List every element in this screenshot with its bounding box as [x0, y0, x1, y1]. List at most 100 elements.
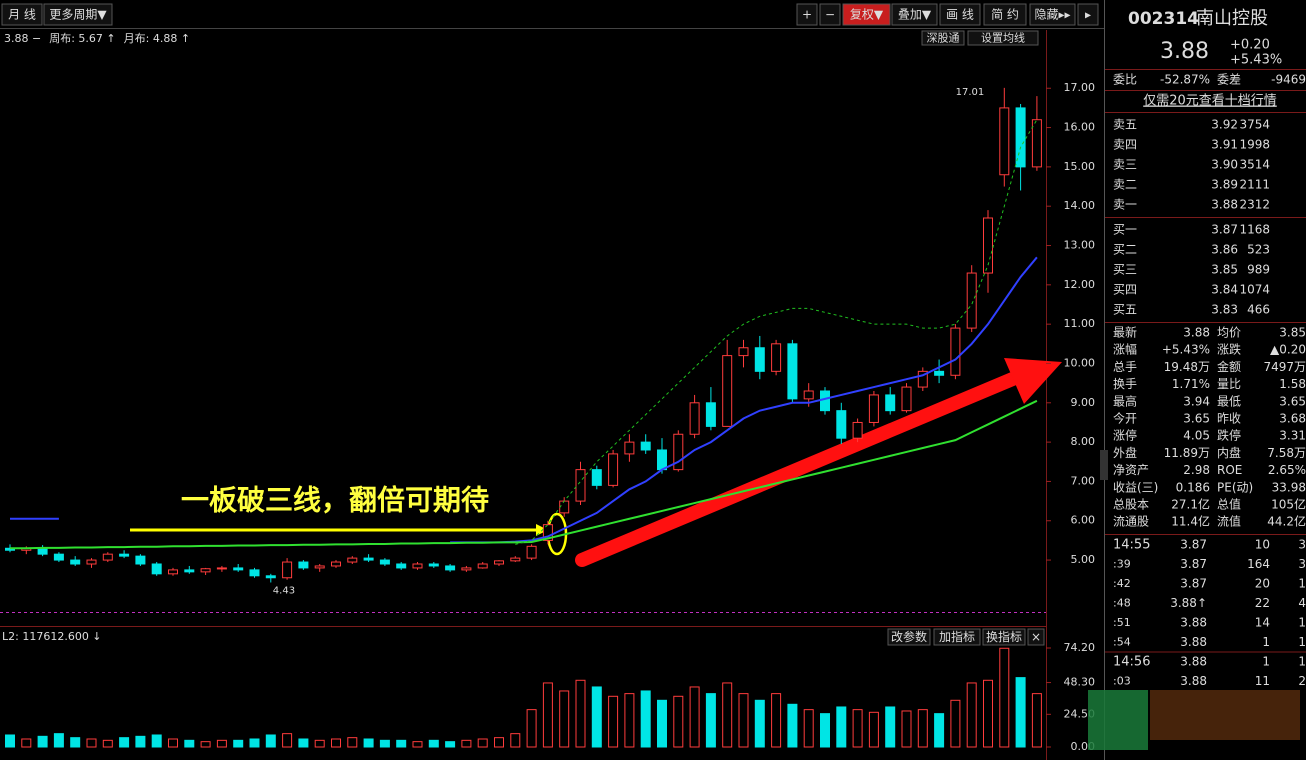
candle-body	[249, 569, 260, 577]
volume-bar	[1015, 677, 1026, 748]
stat-label: 总股本	[1113, 498, 1149, 512]
chart-button-label[interactable]: 设置均线	[981, 31, 1025, 45]
watermark-banner	[1150, 690, 1300, 740]
candle-body	[705, 402, 716, 427]
stat-value: 1.58	[1279, 377, 1306, 391]
candle-body	[135, 555, 146, 565]
candle-body	[298, 561, 309, 569]
candle-body	[787, 343, 798, 400]
chart-button[interactable]	[967, 30, 1039, 46]
candle-body	[347, 557, 358, 563]
indicator-button-label[interactable]: 换指标	[986, 629, 1022, 644]
volume-bar	[151, 734, 162, 748]
stock-code: 002314	[1128, 9, 1199, 29]
toolbar-button[interactable]	[1077, 3, 1099, 26]
annotation-text: 一板破三线，翻倍可期待	[181, 484, 489, 517]
toolbar-label[interactable]: 月 线	[8, 8, 36, 22]
indicator-button[interactable]	[982, 628, 1026, 646]
stat-value: 33.98	[1272, 480, 1306, 494]
candle-body	[771, 343, 782, 372]
book-label: 买三	[1113, 263, 1137, 277]
stat-value: 1.71%	[1172, 377, 1210, 391]
toolbar-button[interactable]	[43, 3, 113, 26]
trade-volume: 10	[1255, 538, 1270, 552]
watermark-logo	[1088, 690, 1148, 750]
indicator-button[interactable]	[933, 628, 981, 646]
toolbar-button[interactable]	[819, 3, 841, 26]
toolbar-label[interactable]: 复权▼	[850, 8, 884, 22]
legend-item: 周布: 5.67 ↑	[49, 32, 115, 45]
trade-volume: 14	[1255, 616, 1270, 630]
y-tick-label: 16.00	[1064, 121, 1096, 134]
volume-bar	[836, 706, 847, 748]
collapse-handle[interactable]	[1100, 450, 1108, 480]
toolbar-label[interactable]: 简 约	[991, 7, 1019, 22]
volume-bar	[102, 739, 113, 748]
volume-bar	[135, 735, 146, 748]
candle-body	[820, 390, 830, 412]
toolbar-button[interactable]	[842, 3, 891, 26]
volume-bar	[314, 739, 325, 748]
candle-body	[1015, 107, 1026, 168]
trade-count: 1	[1298, 655, 1306, 669]
toolbar-button[interactable]	[983, 3, 1027, 26]
y-tick-label: 48.30	[1064, 676, 1096, 689]
book-label: 卖四	[1113, 138, 1137, 152]
volume-bar	[868, 711, 879, 748]
toolbar-label[interactable]: ▸	[1085, 8, 1091, 22]
stat-label: 收益(三)	[1113, 480, 1158, 494]
indicator-button-label[interactable]: ×	[1031, 630, 1041, 644]
trade-price: 3.88	[1180, 616, 1207, 630]
toolbar-button[interactable]	[796, 3, 818, 26]
stat-label: 流通股	[1113, 515, 1149, 529]
indicator-button-label[interactable]: 加指标	[939, 629, 975, 644]
toolbar-label[interactable]: −	[825, 8, 835, 22]
toolbar-label[interactable]: 更多周期▼	[49, 8, 107, 22]
chart-button-label[interactable]: 深股通	[927, 32, 960, 45]
chart-button[interactable]	[921, 30, 965, 46]
volume-bar	[363, 738, 374, 748]
trade-price: 3.88	[1180, 655, 1207, 669]
volume-bar	[379, 739, 390, 748]
candle-body	[624, 441, 635, 455]
volume-bar	[5, 734, 15, 748]
toolbar-button[interactable]	[1, 3, 43, 26]
toolbar-button[interactable]	[1029, 3, 1076, 26]
book-label: 买二	[1113, 243, 1137, 257]
toolbar-label[interactable]: 叠加▼	[898, 8, 932, 22]
candle-body	[966, 272, 977, 329]
toolbar-label[interactable]: 隐藏▸▸	[1034, 8, 1070, 22]
book-price: 3.88	[1211, 198, 1238, 212]
toolbar-label[interactable]: 画 线	[946, 8, 974, 22]
book-price: 3.91	[1211, 138, 1238, 152]
volume-bar	[950, 699, 961, 748]
indicator-button-label[interactable]: 改参数	[891, 629, 927, 644]
candle-body	[640, 441, 651, 451]
book-volume: 2111	[1239, 178, 1270, 192]
candle-body	[934, 370, 945, 376]
indicator-button[interactable]	[887, 628, 931, 646]
stat-label: 内盘	[1217, 445, 1241, 460]
pct-change: +5.43%	[1230, 53, 1282, 68]
toolbar-button[interactable]	[939, 3, 981, 26]
stat-value: 3.68	[1279, 412, 1306, 426]
y-tick-label: 74.20	[1064, 641, 1096, 654]
volume-bar	[608, 695, 619, 748]
candle-body	[673, 433, 684, 471]
y-tick-label: 8.00	[1071, 435, 1096, 448]
volume-bar	[657, 699, 667, 748]
stat-label: 净资产	[1113, 463, 1149, 477]
indicator-button[interactable]	[1027, 628, 1045, 646]
legend-item: 月布: 4.88 ↑	[124, 32, 190, 45]
stat-label: 流值	[1217, 514, 1241, 529]
book-volume: 1168	[1239, 223, 1270, 237]
volume-bar	[738, 693, 749, 748]
volume-bar	[722, 682, 733, 748]
toolbar-label[interactable]: +	[802, 8, 812, 22]
promo-link[interactable]: 仅需20元查看十档行情	[1143, 93, 1277, 109]
toolbar-button[interactable]	[891, 3, 938, 26]
candle-body	[689, 402, 700, 435]
